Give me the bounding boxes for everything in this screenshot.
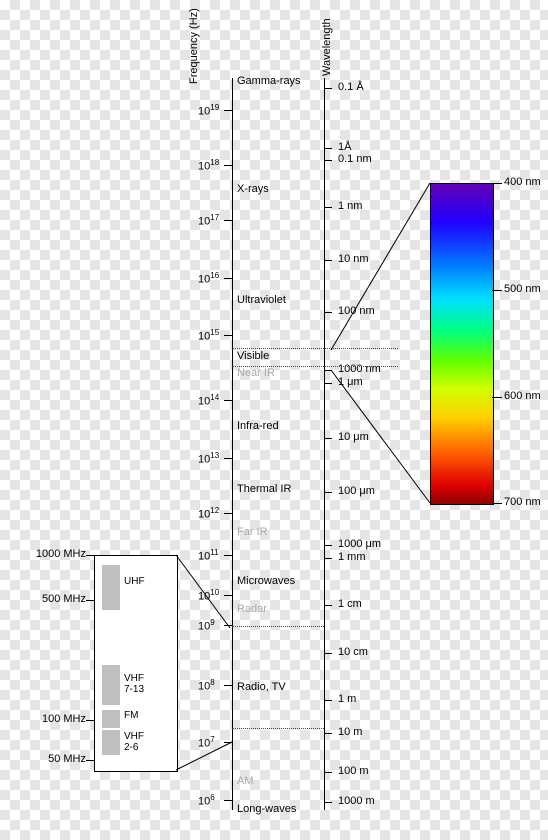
connector-lines (0, 0, 548, 840)
em-spectrum-diagram: { "layout":{ "width":548,"height":840, "… (0, 0, 548, 840)
